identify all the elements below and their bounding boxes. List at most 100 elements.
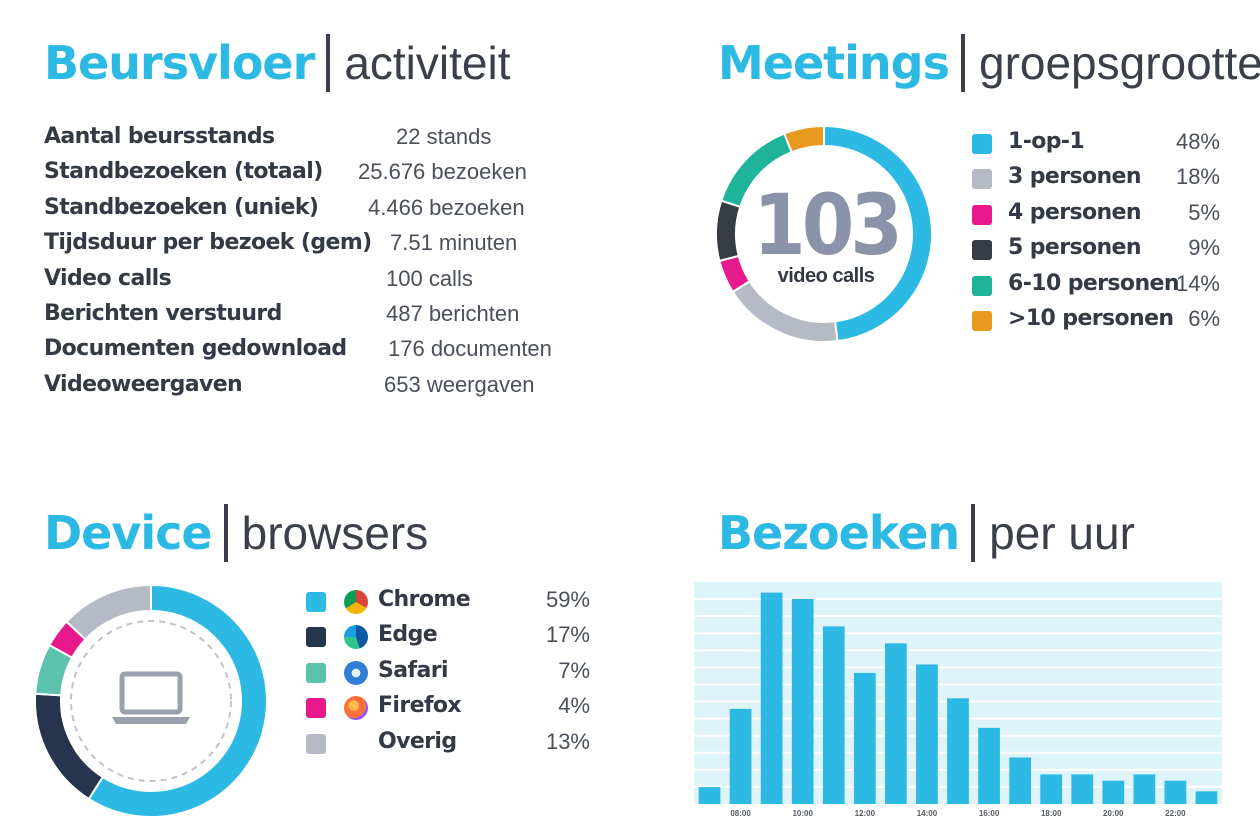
legend-item: 4 personen 5% [972, 199, 1220, 234]
bezoeken-bar-chart: 08:00 10:00 12:00 14:00 16:00 18:00 20:00 22:00 [694, 582, 1222, 818]
device-title-bold: Device [44, 506, 213, 560]
legend-label: 3 personen [1008, 164, 1142, 190]
x-tick-label: 10:00 [792, 809, 813, 818]
bar [1071, 774, 1094, 804]
stat-label: Documenten gedownload [44, 336, 347, 362]
legend-label: >10 personen [1008, 305, 1174, 331]
bar [1164, 780, 1187, 804]
bar [853, 672, 876, 804]
legend-label: 4 personen [1008, 199, 1142, 225]
legend-percentage: 48% [1175, 129, 1220, 154]
device-title: Device browsers [44, 504, 428, 562]
bezoeken-title: Bezoeken per uur [718, 504, 1135, 562]
stat-label: Berichten verstuurd [44, 300, 282, 326]
legend-item: Chrome 59% [306, 586, 590, 621]
legend-swatch [972, 134, 992, 154]
stat-value: 487 berichten [386, 300, 520, 326]
donut-slice [65, 584, 152, 641]
bar [1040, 774, 1063, 804]
x-tick-label: 12:00 [855, 809, 876, 818]
meetings-title: Meetings groepsgrootte [718, 34, 1260, 92]
bar [947, 698, 969, 804]
x-tick-label: 14:00 [917, 809, 938, 818]
legend-percentage: 13% [545, 728, 590, 754]
bar [791, 598, 814, 804]
edge-icon [344, 625, 368, 650]
legend-item: Overig 13% [306, 728, 590, 763]
legend-item: 6-10 personen 14% [972, 270, 1220, 305]
bar [978, 727, 1000, 804]
legend-label: 1-op-1 [1008, 129, 1085, 154]
stat-value: 176 documenten [388, 336, 552, 362]
x-tick-label: 22:00 [1165, 809, 1186, 818]
stat-label: Tijdsduur per bezoek (gem) [44, 230, 372, 256]
bar [729, 708, 752, 804]
bar [698, 787, 721, 804]
stat-value: 653 weergaven [384, 371, 535, 397]
laptop-icon [112, 671, 190, 724]
device-legend: Chrome 59% Edge 17% Safari 7% Firefox 4% Overig 1… [306, 586, 590, 766]
donut-slice [782, 124, 825, 154]
legend-swatch [306, 627, 326, 648]
bar [760, 592, 783, 804]
x-tick-label: 20:00 [1103, 809, 1124, 818]
legend-swatch [972, 310, 992, 331]
legend-label: 6-10 personen [1008, 270, 1179, 296]
meetings-title-light: groepsgrootte [978, 37, 1260, 89]
chrome-icon [344, 590, 368, 614]
bar [916, 664, 938, 804]
meetings-title-bold: Meetings [718, 36, 950, 90]
legend-swatch [972, 275, 992, 296]
legend-percentage: 59% [545, 587, 590, 612]
x-tick-label: 16:00 [979, 809, 1000, 818]
legend-percentage: 6% [1188, 305, 1220, 331]
x-tick-label: 08:00 [730, 809, 751, 818]
legend-item: 3 personen 18% [972, 163, 1220, 198]
legend-swatch [972, 240, 992, 261]
legend-item: Safari 7% [306, 657, 590, 692]
stat-value: 4.466 bezoeken [368, 194, 525, 220]
bezoeken-title-bold: Bezoeken [718, 506, 960, 560]
legend-label: Overig [378, 728, 457, 754]
legend-swatch [306, 662, 326, 683]
dashed-inner-ring [70, 620, 232, 782]
legend-swatch [972, 169, 992, 190]
beursvloer-title: Beursvloer activiteit [44, 34, 510, 92]
legend-swatch [306, 733, 326, 754]
legend-label: Firefox [378, 693, 462, 719]
legend-percentage: 17% [545, 622, 590, 648]
bar [822, 626, 845, 804]
title-divider [960, 34, 965, 92]
legend-percentage: 18% [1175, 164, 1220, 190]
stat-label: Videoweergaven [44, 371, 243, 397]
stat-value: 7.51 minuten [390, 230, 518, 256]
stat-label: Standbezoeken (uniek) [44, 194, 319, 220]
bar [885, 643, 907, 804]
stat-value: 25.676 bezoeken [358, 159, 527, 185]
title-divider [971, 504, 976, 562]
legend-item: 5 personen 9% [972, 234, 1220, 269]
donut-slice [34, 692, 105, 801]
legend-item: Firefox 4% [306, 692, 590, 727]
donut-slice [87, 584, 268, 818]
legend-label: Chrome [378, 587, 471, 612]
legend-item: 1-op-1 48% [972, 128, 1220, 163]
beursvloer-title-bold: Beursvloer [44, 36, 315, 90]
legend-item: Edge 17% [306, 621, 590, 656]
title-divider [326, 34, 331, 92]
bar [1195, 791, 1218, 804]
legend-percentage: 9% [1188, 235, 1220, 261]
legend-label: 5 personen [1008, 235, 1142, 261]
donut-slice [715, 199, 742, 263]
bar [1102, 780, 1125, 804]
legend-swatch [306, 698, 326, 719]
x-tick-label: 18:00 [1041, 809, 1062, 818]
device-title-light: browsers [241, 507, 429, 559]
title-divider [223, 504, 228, 562]
meetings-center-number: 103 [753, 176, 899, 274]
legend-label: Safari [378, 657, 449, 683]
stat-value: 100 calls [386, 265, 473, 291]
legend-percentage: 14% [1175, 270, 1220, 296]
legend-item: >10 personen 6% [972, 305, 1220, 340]
bezoeken-title-light: per uur [989, 507, 1135, 559]
